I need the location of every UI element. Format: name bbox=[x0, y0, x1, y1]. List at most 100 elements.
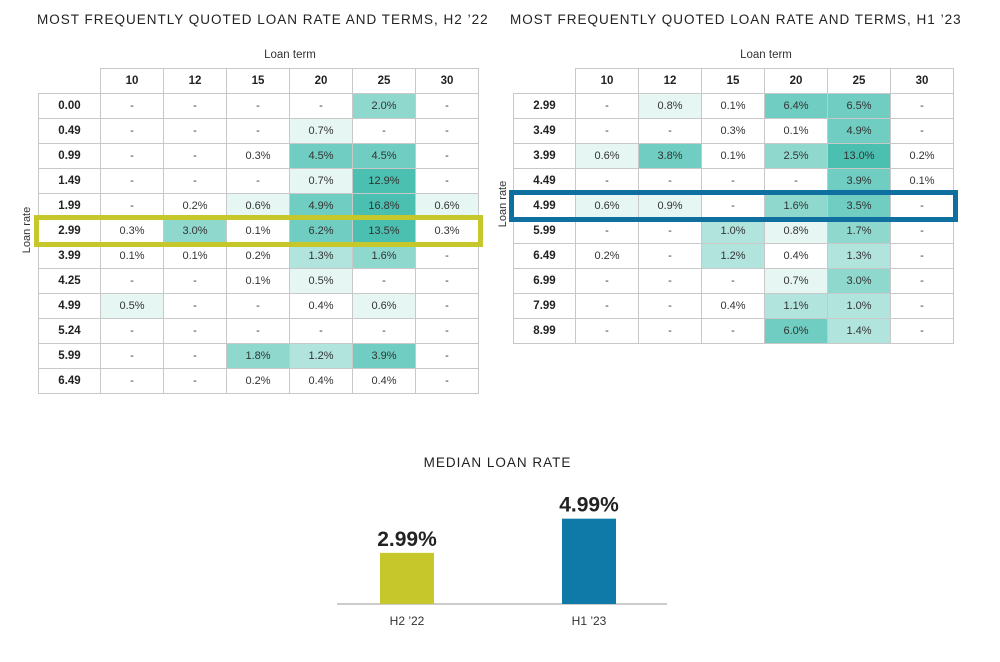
median-bar-chart: 2.99%H2 ’224.99%H1 ’23 bbox=[0, 470, 1000, 650]
heatmap-cell: 0.6% bbox=[416, 194, 479, 219]
heatmap-cell: 0.5% bbox=[101, 294, 164, 319]
heatmap-cell: 0.2% bbox=[227, 244, 290, 269]
heatmap-cell: - bbox=[639, 294, 702, 319]
heatmap-cell: - bbox=[101, 344, 164, 369]
heatmap-cell: - bbox=[702, 169, 765, 194]
row-header: 7.99 bbox=[514, 294, 576, 319]
heatmap-cell: 1.2% bbox=[702, 244, 765, 269]
heatmap-cell: 0.1% bbox=[101, 244, 164, 269]
heatmap-row: 1.99-0.2%0.6%4.9%16.8%0.6% bbox=[39, 194, 479, 219]
right-term-axis-label: Loan term bbox=[576, 49, 956, 61]
heatmap-cell: - bbox=[416, 169, 479, 194]
heatmap-cell: - bbox=[416, 119, 479, 144]
heatmap-row: 4.25--0.1%0.5%-- bbox=[39, 269, 479, 294]
heatmap-cell: 2.0% bbox=[353, 94, 416, 119]
heatmap-cell: - bbox=[164, 319, 227, 344]
bar-category-label: H1 ’23 bbox=[572, 614, 607, 628]
heatmap-cell: - bbox=[416, 344, 479, 369]
heatmap-cell: 0.8% bbox=[765, 219, 828, 244]
heatmap-row: 0.00----2.0%- bbox=[39, 94, 479, 119]
bar-value-label: 2.99% bbox=[377, 528, 437, 551]
median-bar bbox=[562, 519, 616, 604]
heatmap-cell: 1.2% bbox=[290, 344, 353, 369]
heatmap-cell: - bbox=[290, 319, 353, 344]
heatmap-cell: - bbox=[101, 119, 164, 144]
heatmap-cell: - bbox=[576, 169, 639, 194]
heatmap-cell: - bbox=[639, 269, 702, 294]
heatmap-cell: - bbox=[227, 319, 290, 344]
heatmap-cell: - bbox=[164, 144, 227, 169]
column-header: 25 bbox=[828, 69, 891, 94]
heatmap-cell: 0.7% bbox=[765, 269, 828, 294]
heatmap-cell: 4.9% bbox=[290, 194, 353, 219]
heatmap-cell: 0.2% bbox=[576, 244, 639, 269]
heatmap-row: 4.49----3.9%0.1% bbox=[514, 169, 954, 194]
heatmap-cell: - bbox=[891, 194, 954, 219]
row-header: 4.25 bbox=[39, 269, 101, 294]
heatmap-cell: - bbox=[353, 119, 416, 144]
heatmap-row: 6.490.2%-1.2%0.4%1.3%- bbox=[514, 244, 954, 269]
row-header: 5.99 bbox=[39, 344, 101, 369]
heatmap-cell: - bbox=[290, 94, 353, 119]
heatmap-cell: - bbox=[416, 244, 479, 269]
row-header: 4.99 bbox=[514, 194, 576, 219]
heatmap-cell: 0.3% bbox=[227, 144, 290, 169]
heatmap-row: 4.990.6%0.9%-1.6%3.5%- bbox=[514, 194, 954, 219]
heatmap-cell: 1.0% bbox=[702, 219, 765, 244]
heatmap-cell: - bbox=[101, 194, 164, 219]
heatmap-cell: - bbox=[576, 319, 639, 344]
row-header: 5.99 bbox=[514, 219, 576, 244]
heatmap-cell: 0.1% bbox=[702, 144, 765, 169]
heatmap-cell: 0.1% bbox=[227, 219, 290, 244]
heatmap-cell: - bbox=[416, 319, 479, 344]
row-header: 2.99 bbox=[39, 219, 101, 244]
heatmap-cell: - bbox=[702, 194, 765, 219]
bar-category-label: H2 ’22 bbox=[390, 614, 425, 628]
row-header: 2.99 bbox=[514, 94, 576, 119]
heatmap-cell: 3.8% bbox=[639, 144, 702, 169]
heatmap-cell: - bbox=[891, 294, 954, 319]
heatmap-cell: - bbox=[227, 94, 290, 119]
heatmap-cell: - bbox=[576, 119, 639, 144]
heatmap-cell: - bbox=[227, 169, 290, 194]
heatmap-cell: 3.9% bbox=[353, 344, 416, 369]
heatmap-cell: 0.4% bbox=[702, 294, 765, 319]
row-header: 6.49 bbox=[39, 369, 101, 394]
left-term-axis-label: Loan term bbox=[100, 49, 480, 61]
heatmap-row: 3.49--0.3%0.1%4.9%- bbox=[514, 119, 954, 144]
heatmap-cell: 3.5% bbox=[828, 194, 891, 219]
heatmap-cell: - bbox=[576, 94, 639, 119]
column-header: 12 bbox=[164, 69, 227, 94]
heatmap-cell: 1.3% bbox=[290, 244, 353, 269]
row-header: 5.24 bbox=[39, 319, 101, 344]
heatmap-cell: 0.6% bbox=[576, 194, 639, 219]
heatmap-cell: 0.4% bbox=[765, 244, 828, 269]
right-rate-axis-label: Loan rate bbox=[497, 179, 509, 229]
heatmap-cell: 0.3% bbox=[101, 219, 164, 244]
row-header: 1.99 bbox=[39, 194, 101, 219]
heatmap-cell: - bbox=[164, 169, 227, 194]
row-header: 3.49 bbox=[514, 119, 576, 144]
heatmap-cell: 13.0% bbox=[828, 144, 891, 169]
heatmap-cell: 0.1% bbox=[227, 269, 290, 294]
heatmap-cell: - bbox=[101, 94, 164, 119]
heatmap-cell: - bbox=[101, 269, 164, 294]
heatmap-cell: - bbox=[416, 269, 479, 294]
heatmap-cell: 3.0% bbox=[828, 269, 891, 294]
heatmap-cell: - bbox=[576, 294, 639, 319]
row-header: 0.00 bbox=[39, 94, 101, 119]
heatmap-cell: 0.2% bbox=[164, 194, 227, 219]
heatmap-cell: - bbox=[101, 319, 164, 344]
heatmap-cell: - bbox=[227, 294, 290, 319]
heatmap-cell: 0.4% bbox=[290, 294, 353, 319]
right-heatmap-title: MOST FREQUENTLY QUOTED LOAN RATE AND TER… bbox=[510, 12, 962, 27]
heatmap-cell: 3.0% bbox=[164, 219, 227, 244]
heatmap-cell: 0.9% bbox=[639, 194, 702, 219]
heatmap-cell: 6.0% bbox=[765, 319, 828, 344]
row-header: 4.49 bbox=[514, 169, 576, 194]
heatmap-cell: 0.6% bbox=[227, 194, 290, 219]
heatmap-cell: - bbox=[164, 344, 227, 369]
heatmap-cell: 6.4% bbox=[765, 94, 828, 119]
heatmap-cell: 0.3% bbox=[416, 219, 479, 244]
heatmap-cell: 0.1% bbox=[702, 94, 765, 119]
